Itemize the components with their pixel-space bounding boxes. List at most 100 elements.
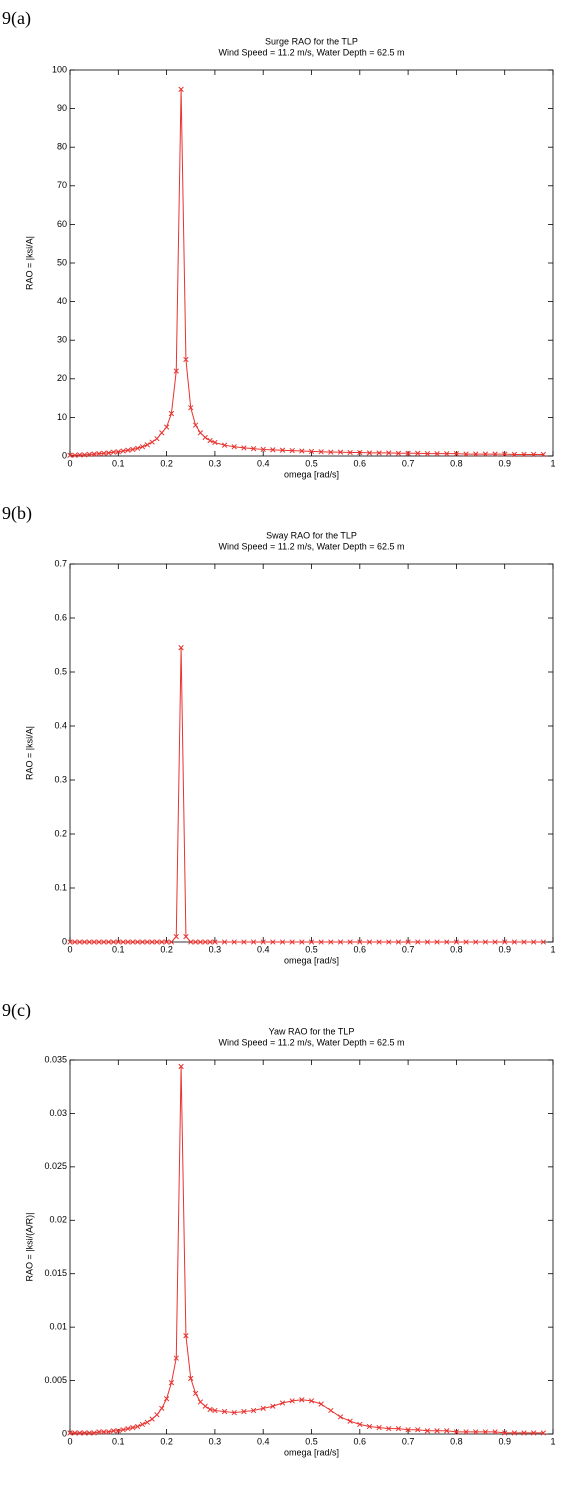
y-tick-label: 20 <box>57 373 67 383</box>
marker <box>347 1418 353 1424</box>
marker <box>434 451 440 457</box>
y-tick-label: 0.1 <box>54 882 67 892</box>
x-tick-label: 0.5 <box>305 944 318 954</box>
y-tick-label: 0.03 <box>49 1108 67 1118</box>
marker <box>463 451 469 457</box>
plot-area <box>69 1059 554 1435</box>
marker <box>67 1430 73 1436</box>
y-tick-label: 90 <box>57 103 67 113</box>
marker <box>250 446 257 452</box>
marker <box>502 939 508 945</box>
marker <box>531 1430 537 1436</box>
chart-title: Sway RAO for the TLP <box>266 530 357 540</box>
marker <box>77 452 83 458</box>
marker <box>72 1430 78 1436</box>
marker <box>192 422 199 428</box>
x-tick-label: 0.4 <box>257 944 270 954</box>
x-tick-label: 0.8 <box>450 458 463 468</box>
y-tick-label: 70 <box>57 180 67 190</box>
marker <box>337 1414 344 1420</box>
marker <box>197 939 204 945</box>
x-tick-label: 0.3 <box>209 1436 222 1446</box>
x-tick-label: 0.6 <box>354 944 367 954</box>
x-tick-label: 1 <box>550 944 555 954</box>
marker <box>328 939 334 945</box>
marker <box>81 939 88 945</box>
marker <box>149 439 155 445</box>
marker <box>376 1424 382 1431</box>
marker <box>139 1421 146 1428</box>
x-tick-label: 0 <box>67 1436 72 1446</box>
marker <box>197 1399 204 1405</box>
marker <box>81 1430 88 1436</box>
marker <box>139 444 146 450</box>
chart-title: Yaw RAO for the TLP <box>269 1026 355 1036</box>
y-tick-label: 0.015 <box>44 1268 67 1278</box>
marker <box>192 939 199 945</box>
marker <box>72 452 78 458</box>
marker <box>159 430 165 436</box>
marker <box>168 410 175 417</box>
y-tick-label: 0.005 <box>44 1375 67 1385</box>
marker <box>231 1409 237 1416</box>
marker <box>91 451 97 457</box>
marker <box>96 1429 102 1435</box>
marker <box>197 430 204 436</box>
marker <box>105 450 112 456</box>
marker <box>207 437 213 444</box>
marker <box>395 1426 402 1432</box>
marker <box>531 939 537 945</box>
marker <box>299 1397 305 1403</box>
marker <box>221 442 228 448</box>
marker <box>289 447 295 454</box>
marker <box>347 939 353 945</box>
marker <box>202 1403 208 1409</box>
x-tick-label: 0 <box>67 944 72 954</box>
panel-label: 9(c) <box>2 1000 31 1021</box>
x-tick-label: 1 <box>550 458 555 468</box>
x-tick-label: 0 <box>67 458 72 468</box>
marker <box>386 1426 392 1432</box>
marker <box>531 451 537 458</box>
x-axis-label: omega [rad/s] <box>284 1447 339 1457</box>
y-tick-label: 40 <box>57 296 67 306</box>
marker <box>521 451 527 458</box>
marker <box>511 451 518 458</box>
marker <box>144 939 150 945</box>
x-axis-label: omega [rad/s] <box>284 955 339 965</box>
y-tick-label: 50 <box>57 257 67 267</box>
x-tick-label: 0.9 <box>498 458 511 468</box>
marker <box>178 86 184 92</box>
y-tick-label: 0.025 <box>44 1161 67 1171</box>
marker <box>492 451 498 457</box>
marker <box>366 939 373 945</box>
marker <box>188 1375 194 1382</box>
marker <box>502 451 508 457</box>
marker <box>67 939 73 945</box>
marker <box>463 1429 469 1435</box>
marker <box>395 939 402 945</box>
y-tick-label: 0.01 <box>49 1322 67 1332</box>
marker <box>260 446 266 453</box>
marker <box>521 1430 527 1436</box>
marker <box>115 1428 121 1434</box>
marker <box>318 1401 324 1407</box>
x-tick-label: 0.4 <box>257 458 270 468</box>
marker <box>357 1421 363 1428</box>
marker <box>86 1430 92 1436</box>
marker <box>139 939 146 945</box>
marker <box>347 449 353 456</box>
marker <box>163 424 170 430</box>
marker <box>178 645 184 651</box>
panel-label: 9(a) <box>2 8 31 29</box>
plot-area <box>69 563 554 943</box>
marker <box>241 1408 247 1415</box>
marker <box>173 1355 179 1361</box>
marker <box>77 939 83 945</box>
x-tick-label: 0.8 <box>450 1436 463 1446</box>
marker <box>395 450 402 456</box>
marker <box>207 939 213 945</box>
marker <box>125 447 131 453</box>
marker <box>540 451 546 458</box>
marker <box>120 448 126 454</box>
